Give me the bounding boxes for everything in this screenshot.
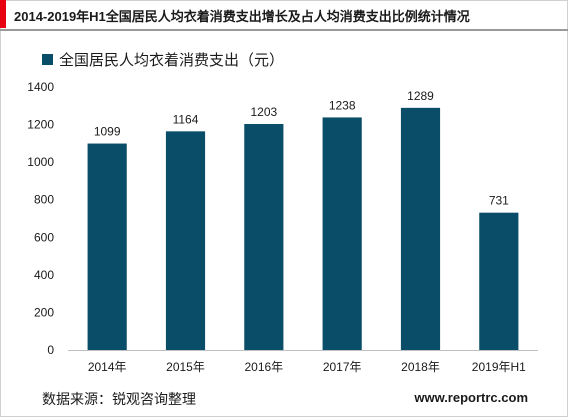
- x-tick-label: 2017年: [323, 360, 362, 374]
- website-url: www.reportrc.com: [414, 390, 528, 405]
- source-note: 数据来源：锐观咨询整理: [42, 391, 196, 407]
- x-tick-label: 2016年: [244, 360, 283, 374]
- y-tick-label: 1400: [27, 80, 54, 94]
- bar: [322, 117, 362, 350]
- title-accent-bar: [0, 0, 6, 28]
- data-label: 1203: [250, 105, 277, 119]
- x-tick-label: 2014年: [88, 360, 127, 374]
- x-tick-label: 2015年: [166, 360, 205, 374]
- y-tick-label: 400: [34, 268, 54, 282]
- y-tick-label: 1000: [27, 155, 54, 169]
- data-label: 731: [489, 194, 509, 208]
- data-label: 1164: [173, 112, 199, 126]
- data-label: 1099: [94, 125, 121, 139]
- bar: [244, 124, 284, 350]
- y-tick-label: 200: [34, 305, 54, 319]
- y-tick-label: 600: [34, 230, 54, 244]
- bar: [87, 143, 127, 350]
- bar: [400, 107, 441, 350]
- bar: [165, 131, 206, 350]
- data-label: 1289: [407, 89, 434, 103]
- legend-label: 全国居民人均衣着消费支出（元）: [59, 52, 285, 69]
- x-tick-label: 2019年H1: [472, 360, 526, 374]
- legend: 全国居民人均衣着消费支出（元）: [42, 49, 284, 70]
- data-label: 1238: [329, 98, 356, 112]
- x-tick-label: 2018年: [401, 360, 440, 374]
- y-tick-label: 1200: [27, 118, 54, 132]
- bar: [479, 212, 519, 350]
- y-tick-label: 800: [34, 193, 54, 207]
- y-tick-label: 0: [47, 343, 54, 357]
- chart-title: 2014-2019年H1全国居民人均衣着消费支出增长及占人均消费支出比例统计情况: [14, 9, 470, 24]
- title-divider: [0, 29, 568, 31]
- legend-swatch: [42, 54, 53, 65]
